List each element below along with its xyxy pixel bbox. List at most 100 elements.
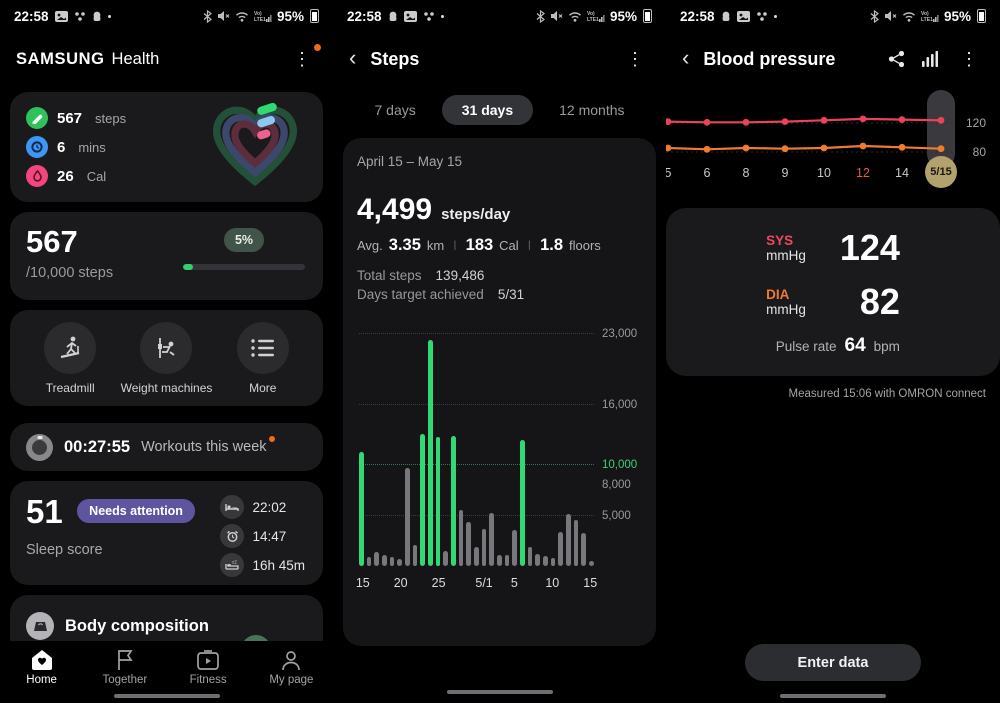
bp-data-point[interactable] <box>666 118 672 125</box>
step-day-bar[interactable] <box>397 558 402 566</box>
bp-data-point[interactable] <box>781 145 789 153</box>
step-day-bar[interactable] <box>520 440 525 566</box>
step-day-bar[interactable] <box>543 555 548 566</box>
steps-value: 567 <box>57 109 83 127</box>
steps-menu-button[interactable]: ⋮ <box>626 49 644 69</box>
bp-data-point[interactable] <box>937 116 945 124</box>
steps-detail-card: April 15 – May 15 4,499 steps/day Avg. 3… <box>343 138 656 646</box>
home-icon <box>31 650 52 670</box>
bp-menu-button[interactable]: ⋮ <box>960 49 978 69</box>
step-day-bar[interactable] <box>512 529 517 566</box>
bp-x-axis-label[interactable]: 5/15 <box>925 156 957 188</box>
bp-data-point[interactable] <box>742 144 750 152</box>
step-day-bar[interactable] <box>497 554 502 566</box>
step-day-bar[interactable] <box>581 532 586 566</box>
back-button[interactable]: ‹ <box>349 45 357 70</box>
chart-icon[interactable] <box>921 51 938 67</box>
image-notification-icon <box>403 10 417 22</box>
bp-data-point[interactable] <box>666 144 672 152</box>
status-bar: 22:58 Vo) LTE1 95% <box>0 0 333 32</box>
step-day-bar[interactable] <box>573 519 579 566</box>
bp-data-point[interactable] <box>898 116 906 123</box>
bluetooth-icon <box>870 9 879 23</box>
step-day-bar[interactable] <box>550 557 556 566</box>
step-day-bar[interactable] <box>489 512 494 566</box>
nav-my-page[interactable]: My page <box>256 649 326 686</box>
bluetooth-icon <box>536 9 545 23</box>
bp-data-point[interactable] <box>703 145 711 153</box>
step-day-bar[interactable] <box>435 436 441 566</box>
sys-value: 124 <box>839 227 900 268</box>
bp-line-chart[interactable]: 120 80 <box>666 90 1000 194</box>
step-day-bar[interactable] <box>535 553 540 566</box>
tab-12-months[interactable]: 12 months <box>559 102 625 118</box>
step-day-bar[interactable] <box>458 509 464 566</box>
step-day-bar[interactable] <box>504 554 510 566</box>
home-indicator[interactable] <box>113 694 220 698</box>
step-day-bar[interactable] <box>382 554 387 566</box>
nav-together[interactable]: Together <box>90 649 160 686</box>
sleep-duration-value: 16h 45m <box>252 557 305 573</box>
back-button[interactable]: ‹ <box>682 45 690 70</box>
weight-machine-icon <box>158 337 176 358</box>
bp-data-point[interactable] <box>898 143 906 151</box>
bp-data-point[interactable] <box>742 118 750 126</box>
goal-steps-value: 567 <box>26 224 78 259</box>
bp-data-point[interactable] <box>859 142 867 150</box>
step-day-bar[interactable] <box>412 544 418 566</box>
dots-notification-icon <box>74 11 86 22</box>
bp-data-point[interactable] <box>703 118 711 126</box>
step-day-bar[interactable] <box>589 560 594 566</box>
step-day-bar[interactable] <box>558 531 563 566</box>
enter-data-button[interactable]: Enter data <box>745 644 921 681</box>
workouts-week-card[interactable]: 00:27:55 Workouts this week <box>10 423 323 471</box>
bp-data-point[interactable] <box>859 115 867 123</box>
step-day-bar[interactable] <box>474 546 479 566</box>
more-notifications-dot <box>440 14 444 18</box>
step-day-bar[interactable] <box>466 521 471 566</box>
share-icon[interactable] <box>888 50 905 68</box>
tab-7-days[interactable]: 7 days <box>374 102 416 118</box>
goal-steps-target: /10,000 steps <box>26 264 114 281</box>
workouts-label: Workouts this week <box>141 436 275 455</box>
x-axis-label: 10 <box>545 576 560 590</box>
steps-panel: 22:58 Vo) LTE1 95% ‹ Steps ⋮ 7 days 31 d <box>333 0 666 703</box>
shortcut-treadmill[interactable]: Treadmill <box>44 321 97 395</box>
step-day-bar[interactable] <box>389 556 395 566</box>
bp-data-point[interactable] <box>820 116 828 124</box>
exercise-shortcuts-card: Treadmill Weight machines More <box>10 310 323 406</box>
nav-home[interactable]: Home <box>7 649 77 686</box>
step-day-bar[interactable] <box>359 452 364 566</box>
sleep-score-card[interactable]: 51 Needs attention Sleep score 22:02 14:… <box>10 481 323 585</box>
home-indicator[interactable] <box>780 694 886 698</box>
body-composition-title: Body composition <box>65 616 209 635</box>
bp-data-point[interactable] <box>937 145 945 153</box>
bp-data-point[interactable] <box>781 118 789 125</box>
shortcut-more[interactable]: More <box>236 321 289 395</box>
mute-icon <box>217 10 230 22</box>
step-day-bar[interactable] <box>405 468 410 566</box>
home-menu-button[interactable]: ⋮ <box>287 44 321 72</box>
shortcut-weight-machines[interactable]: Weight machines <box>121 321 212 395</box>
target-gridline <box>359 464 594 466</box>
nav-fitness[interactable]: Fitness <box>173 649 243 686</box>
avg-km-value: 3.35 <box>388 236 421 254</box>
bp-x-axis-label: 14 <box>895 166 909 180</box>
step-day-bar[interactable] <box>420 433 425 566</box>
daily-activity-card[interactable]: 567 steps 6 mins 26 Cal <box>10 92 323 202</box>
home-indicator[interactable] <box>446 690 553 694</box>
steps-bar-chart[interactable]: 23,000 16,000 10,000 8,000 5,000 <box>357 316 642 566</box>
step-day-bar[interactable] <box>481 528 487 566</box>
step-day-bar[interactable] <box>527 546 533 566</box>
step-day-bar[interactable] <box>566 513 571 566</box>
step-day-bar[interactable] <box>428 340 433 566</box>
step-day-bar[interactable] <box>374 551 379 566</box>
step-day-bar[interactable] <box>366 556 372 566</box>
tab-31-days[interactable]: 31 days <box>441 95 534 125</box>
bp-data-point[interactable] <box>820 144 828 152</box>
step-day-bar[interactable] <box>443 550 448 566</box>
bp-x-axis-label: 12 <box>856 166 870 180</box>
step-day-bar[interactable] <box>451 435 456 566</box>
steps-goal-card[interactable]: 567 /10,000 steps 5% <box>10 212 323 300</box>
